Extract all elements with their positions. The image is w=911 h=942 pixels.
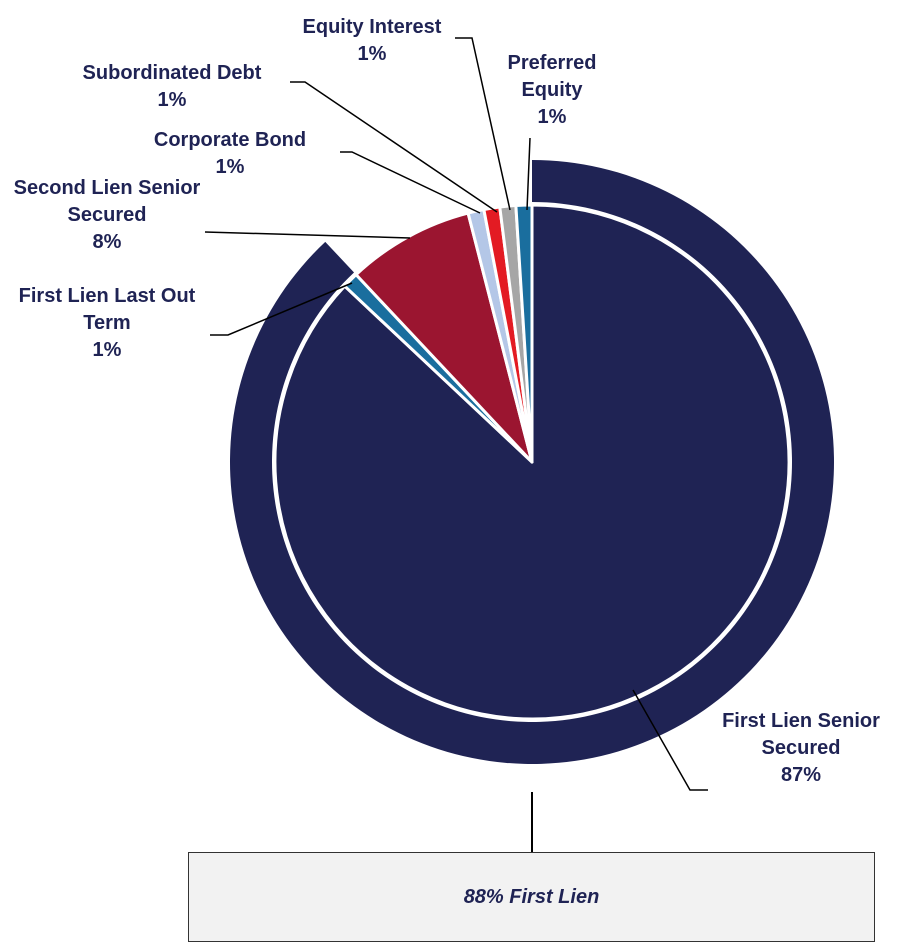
value-label: 8% xyxy=(92,231,122,253)
value-label: 1% xyxy=(92,339,122,361)
annotation-box: 88% First Lien xyxy=(188,852,875,942)
value-label: 1% xyxy=(215,156,245,178)
leader-line xyxy=(632,689,708,791)
category-label: Equity Interest xyxy=(302,16,442,38)
slice-label: First Lien Last Out Term 1% xyxy=(7,283,207,364)
leader-line xyxy=(290,81,498,213)
value-label: 87% xyxy=(780,764,822,786)
slice-label: Second Lien Senior Secured 8% xyxy=(7,175,207,256)
category-label: First Lien Senior Secured xyxy=(722,710,880,759)
leader-line xyxy=(526,137,531,211)
category-label: Second Lien Senior Secured xyxy=(13,177,201,226)
leader-line xyxy=(210,282,353,336)
value-label: 1% xyxy=(537,106,567,128)
value-label: 1% xyxy=(157,89,187,111)
slice-label: Preferred Equity 1% xyxy=(492,50,612,131)
leader-line xyxy=(204,231,411,239)
category-label: First Lien Last Out Term xyxy=(18,285,196,334)
category-label: Subordinated Debt xyxy=(82,62,262,84)
slice-label: First Lien Senior Secured 87% xyxy=(701,708,901,789)
annotation: 88% First Lien xyxy=(463,886,600,908)
leader-line xyxy=(340,151,481,214)
value-label: 1% xyxy=(357,43,387,65)
leader-line xyxy=(455,37,511,211)
category-label: Preferred Equity xyxy=(507,52,597,101)
slice-label: Corporate Bond 1% xyxy=(115,127,345,181)
pie-slice xyxy=(354,211,534,464)
pie-slice xyxy=(514,203,534,464)
slice-label: Equity Interest 1% xyxy=(272,14,472,68)
slice-label: Subordinated Debt 1% xyxy=(52,60,292,114)
category-label: Corporate Bond xyxy=(153,129,307,151)
